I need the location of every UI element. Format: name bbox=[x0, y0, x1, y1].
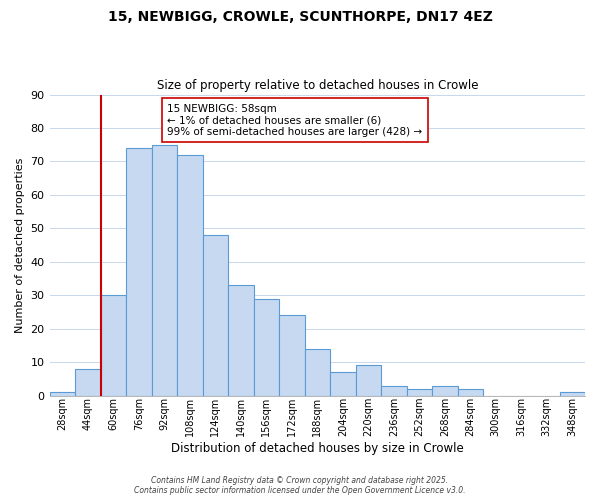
Bar bbox=[254, 298, 279, 396]
Bar bbox=[203, 235, 228, 396]
X-axis label: Distribution of detached houses by size in Crowle: Distribution of detached houses by size … bbox=[171, 442, 464, 455]
Y-axis label: Number of detached properties: Number of detached properties bbox=[15, 158, 25, 332]
Bar bbox=[356, 366, 381, 396]
Title: Size of property relative to detached houses in Crowle: Size of property relative to detached ho… bbox=[157, 79, 478, 92]
Bar bbox=[330, 372, 356, 396]
Bar bbox=[407, 389, 432, 396]
Bar bbox=[75, 369, 101, 396]
Bar bbox=[101, 295, 126, 396]
Bar bbox=[305, 348, 330, 396]
Bar bbox=[177, 155, 203, 396]
Bar bbox=[279, 316, 305, 396]
Bar bbox=[458, 389, 483, 396]
Bar bbox=[560, 392, 585, 396]
Bar bbox=[432, 386, 458, 396]
Text: 15, NEWBIGG, CROWLE, SCUNTHORPE, DN17 4EZ: 15, NEWBIGG, CROWLE, SCUNTHORPE, DN17 4E… bbox=[107, 10, 493, 24]
Bar bbox=[228, 285, 254, 396]
Bar bbox=[381, 386, 407, 396]
Bar bbox=[50, 392, 75, 396]
Bar bbox=[152, 144, 177, 396]
Text: Contains HM Land Registry data © Crown copyright and database right 2025.
Contai: Contains HM Land Registry data © Crown c… bbox=[134, 476, 466, 495]
Text: 15 NEWBIGG: 58sqm
← 1% of detached houses are smaller (6)
99% of semi-detached h: 15 NEWBIGG: 58sqm ← 1% of detached house… bbox=[167, 104, 422, 137]
Bar bbox=[126, 148, 152, 396]
